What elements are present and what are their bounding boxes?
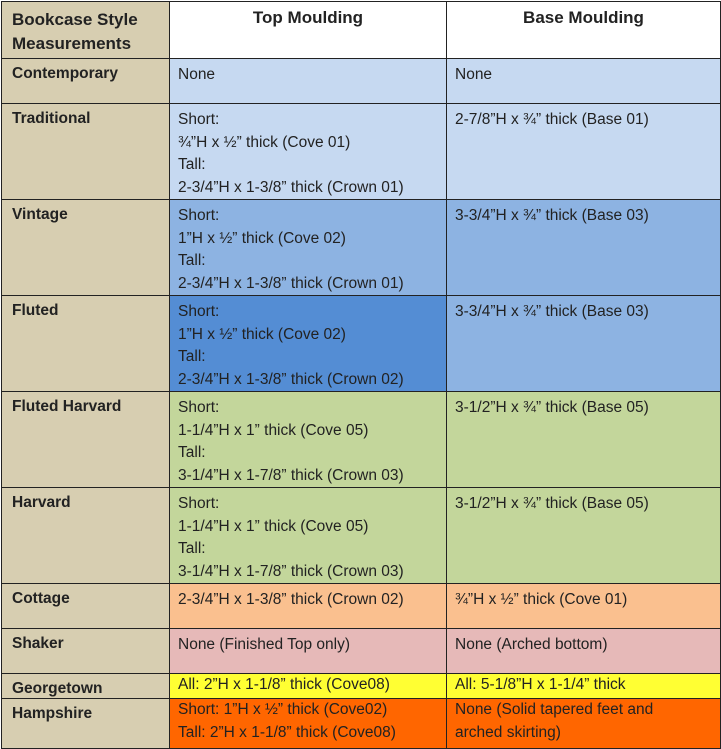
base-moulding-column-header: Base Moulding	[446, 1, 721, 59]
top-moulding-line: 2-3/4”H x 1-3/8” thick (Crown 01)	[178, 178, 404, 196]
top-moulding-cell: Short: 1-1/4”H x 1” thick (Cove 05) Tall: 3…	[169, 487, 447, 584]
base-moulding-line: 3-1/2”H x ¾” thick (Base 05)	[455, 399, 649, 416]
bookcase-style-cell: Contemporary	[1, 58, 170, 104]
top-moulding-line: None	[178, 66, 216, 83]
top-moulding-line: Short:	[178, 207, 220, 224]
base-moulding-line: None	[455, 66, 493, 83]
table-row: Fluted Harvard Short: 1-1/4”H x 1” thick (…	[1, 391, 721, 488]
top-moulding-line: None (Finished Top only)	[178, 636, 351, 653]
base-moulding-line: arched skirting)	[455, 723, 561, 741]
base-moulding-line: 3-3/4”H x ¾” thick (Base 03)	[455, 303, 649, 320]
bookcase-style-cell: Hampshire	[1, 698, 170, 749]
top-moulding-line: Tall:	[178, 444, 206, 461]
bookcase-style-cell: Cottage	[1, 583, 170, 629]
base-moulding-cell: None	[446, 58, 721, 104]
top-moulding-cell: Short: 1-1/4”H x 1” thick (Cove 05) Tall: 3…	[169, 391, 447, 488]
table-row: Vintage Short: 1”H x ½” thick (Cove 02) Tal…	[1, 199, 721, 296]
base-moulding-cell: 3-3/4”H x ¾” thick (Base 03)	[446, 199, 721, 296]
base-moulding-cell: None (Solid tapered feet and arched skirt…	[446, 698, 721, 749]
top-moulding-line: 1-1/4”H x 1” thick (Cove 05)	[178, 517, 369, 535]
table-row: Harvard Short: 1-1/4”H x 1” thick (Cove 05…	[1, 487, 721, 584]
top-moulding-cell: Short: ¾”H x ½” thick (Cove 01) Tall: 2-3/4…	[169, 103, 447, 200]
top-moulding-line: Tall:	[178, 540, 206, 557]
table-row: Fluted Short: 1”H x ½” thick (Cove 02) Tall…	[1, 295, 721, 392]
bookcase-style-cell: Harvard	[1, 487, 170, 584]
top-moulding-cell: Short: 1”H x ½” thick (Cove 02) Tall: 2-3/4…	[169, 199, 447, 296]
top-moulding-cell: None	[169, 58, 447, 104]
top-moulding-line: Tall:	[178, 156, 206, 173]
base-moulding-cell: 3-1/2”H x ¾” thick (Base 05)	[446, 391, 721, 488]
bookcase-style-cell: Fluted Harvard	[1, 391, 170, 488]
base-moulding-cell: ¾”H x ½” thick (Cove 01)	[446, 583, 721, 629]
base-moulding-line: None (Arched bottom)	[455, 636, 608, 653]
base-moulding-line: 3-3/4”H x ¾” thick (Base 03)	[455, 207, 649, 224]
bookcase-style-cell: Vintage	[1, 199, 170, 296]
top-moulding-cell: 2-3/4”H x 1-3/8” thick (Crown 02)	[169, 583, 447, 629]
bookcase-style-cell: Shaker	[1, 628, 170, 674]
base-moulding-cell: 3-3/4”H x ¾” thick (Base 03)	[446, 295, 721, 392]
top-moulding-line: Short:	[178, 111, 220, 128]
table-row: Contemporary None None	[1, 58, 721, 104]
base-moulding-cell: None (Arched bottom)	[446, 628, 721, 674]
top-moulding-line: Tall:	[178, 348, 206, 365]
top-moulding-line: Short:	[178, 495, 220, 512]
top-moulding-cell: Short: 1”H x ½” thick (Cove02) Tall: 2”H …	[169, 698, 447, 749]
table-row: Shaker None (Finished Top only) None (Arch…	[1, 628, 721, 674]
top-moulding-line: 3-1/4”H x 1-7/8” thick (Crown 03)	[178, 562, 404, 580]
header-row: Bookcase Style Measurements Top Moulding…	[1, 1, 721, 59]
bookcase-style-cell: Traditional	[1, 103, 170, 200]
top-moulding-line: 1-1/4”H x 1” thick (Cove 05)	[178, 421, 369, 439]
top-moulding-line: 2-3/4”H x 1-3/8” thick (Crown 02)	[178, 370, 404, 388]
top-moulding-line: 3-1/4”H x 1-7/8” thick (Crown 03)	[178, 466, 404, 484]
top-moulding-column-header: Top Moulding	[169, 1, 447, 59]
top-moulding-cell: Short: 1”H x ½” thick (Cove 02) Tall: 2-3/4…	[169, 295, 447, 392]
top-moulding-line: Short:	[178, 303, 220, 320]
top-moulding-line: ¾”H x ½” thick (Cove 01)	[178, 133, 351, 151]
table-row: Cottage 2-3/4”H x 1-3/8” thick (Crown 02)…	[1, 583, 721, 629]
bookcase-style-cell: Fluted	[1, 295, 170, 392]
top-moulding-line: Short: 1”H x ½” thick (Cove02)	[178, 701, 388, 718]
base-moulding-line: ¾”H x ½” thick (Cove 01)	[455, 591, 628, 608]
top-moulding-line: 1”H x ½” thick (Cove 02)	[178, 229, 346, 247]
base-moulding-cell: 3-1/2”H x ¾” thick (Base 05)	[446, 487, 721, 584]
base-moulding-cell: 2-7/8”H x ¾” thick (Base 01)	[446, 103, 721, 200]
top-moulding-line: 2-3/4”H x 1-3/8” thick (Crown 01)	[178, 274, 404, 292]
base-moulding-line: 3-1/2”H x ¾” thick (Base 05)	[455, 495, 649, 512]
style-column-header: Bookcase Style Measurements	[1, 1, 170, 59]
top-moulding-line: All: 2”H x 1-1/8” thick (Cove08)	[178, 676, 390, 693]
table-row: Traditional Short: ¾”H x ½” thick (Cove 01…	[1, 103, 721, 200]
top-moulding-line: 2-3/4”H x 1-3/8” thick (Crown 02)	[178, 591, 404, 608]
base-moulding-line: All: 5-1/8”H x 1-1/4” thick	[455, 676, 626, 693]
base-moulding-line: 2-7/8”H x ¾” thick (Base 01)	[455, 111, 649, 128]
top-moulding-line: Tall:	[178, 252, 206, 269]
table-row: Hampshire Short: 1”H x ½” thick (Cove02) T…	[1, 698, 721, 749]
base-moulding-line: None (Solid tapered feet and	[455, 701, 654, 718]
top-moulding-line: Tall: 2”H x 1-1/8” thick (Cove08)	[178, 723, 396, 741]
bookcase-style-cell: Georgetown	[1, 673, 170, 699]
top-moulding-line: 1”H x ½” thick (Cove 02)	[178, 325, 346, 343]
base-moulding-cell: All: 5-1/8”H x 1-1/4” thick	[446, 673, 721, 699]
table-row: Georgetown All: 2”H x 1-1/8” thick (Cove0…	[1, 673, 721, 699]
top-moulding-cell: All: 2”H x 1-1/8” thick (Cove08)	[169, 673, 447, 699]
top-moulding-line: Short:	[178, 399, 220, 416]
top-moulding-cell: None (Finished Top only)	[169, 628, 447, 674]
